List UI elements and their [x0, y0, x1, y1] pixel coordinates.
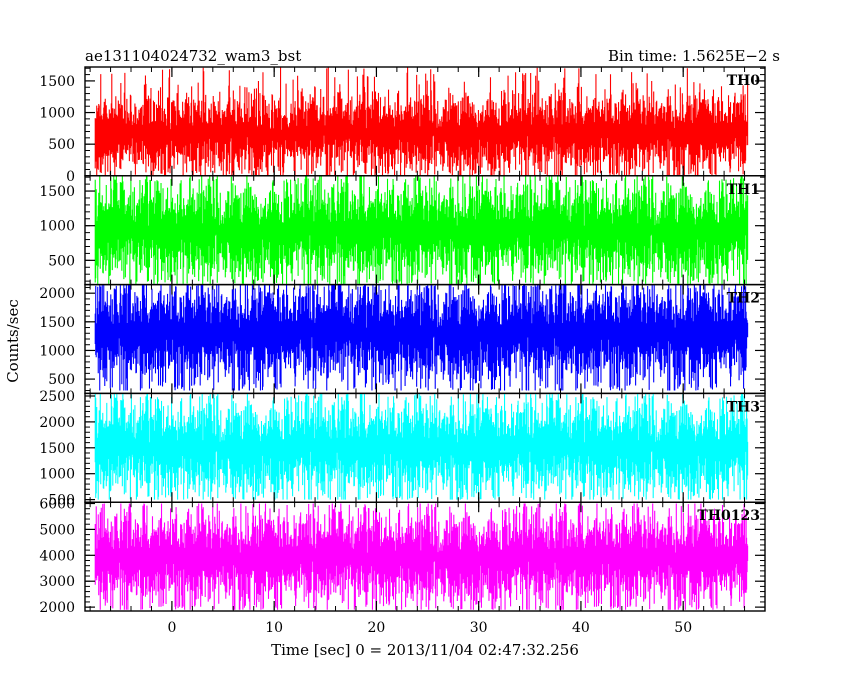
y-tick-label: 3000 — [39, 574, 75, 590]
panel-label: TH3 — [727, 399, 760, 415]
x-tick-label: 10 — [265, 620, 283, 636]
y-tick-label: 1000 — [39, 343, 75, 359]
series-th3 — [94, 393, 749, 500]
panel-label: TH1 — [727, 182, 760, 198]
y-tick-label: 5000 — [39, 522, 75, 538]
y-tick-label: 500 — [48, 137, 75, 153]
x-tick-label: 50 — [674, 620, 692, 636]
panel-label: TH0123 — [697, 508, 760, 524]
x-tick-label: 0 — [167, 620, 176, 636]
y-tick-label: 2000 — [39, 600, 75, 616]
y-tick-label: 500 — [48, 493, 75, 509]
y-tick-label: 1500 — [39, 315, 75, 331]
panel-frame — [84, 501, 766, 612]
x-tick-label: 20 — [368, 620, 386, 636]
chart-title: ae131104024732_wam3_bst — [85, 47, 301, 65]
y-axis-label: Counts/sec — [4, 299, 22, 383]
x-tick-label: 30 — [470, 620, 488, 636]
y-tick-label: 2000 — [39, 415, 75, 431]
y-tick-label: 1500 — [39, 74, 75, 90]
y-tick-label: 500 — [48, 372, 75, 388]
series-th0 — [94, 67, 749, 176]
panel-th1: 500 1000 1500 TH1 — [39, 175, 766, 286]
bin-time-label: Bin time: 1.5625E−2 s — [608, 47, 780, 65]
y-tick-label: 0 — [66, 169, 75, 185]
series-th2 — [94, 284, 749, 391]
panel-label: TH0 — [727, 73, 761, 89]
y-tick-label: 2500 — [39, 389, 75, 405]
series-th0123 — [94, 503, 749, 610]
panel-th2: 500 1000 1500 2000 TH2 — [39, 283, 766, 395]
y-tick-label: 500 — [48, 253, 75, 269]
y-tick-label: 6000 — [39, 496, 75, 512]
y-tick-label: 1000 — [39, 467, 75, 483]
y-tick-label: 1000 — [39, 106, 75, 122]
panel-th0: 0 500 1000 1500 TH0 — [39, 66, 766, 185]
x-tick-label: 40 — [572, 620, 590, 636]
y-tick-label: 1000 — [39, 219, 75, 235]
y-tick-label: 4000 — [39, 548, 75, 564]
panel-th0123: 2000 3000 4000 5000 6000 TH0123 — [39, 496, 766, 616]
x-axis-label: Time [sec] 0 = 2013/11/04 02:47:32.256 — [271, 641, 579, 659]
y-tick-label: 1500 — [39, 184, 75, 200]
y-tick-label: 2000 — [39, 286, 75, 302]
panel-label: TH2 — [727, 291, 760, 307]
series-th1 — [94, 175, 749, 284]
panel-th3: 500 1000 1500 2000 2500 TH3 — [39, 389, 766, 509]
y-tick-label: 1500 — [39, 441, 75, 457]
